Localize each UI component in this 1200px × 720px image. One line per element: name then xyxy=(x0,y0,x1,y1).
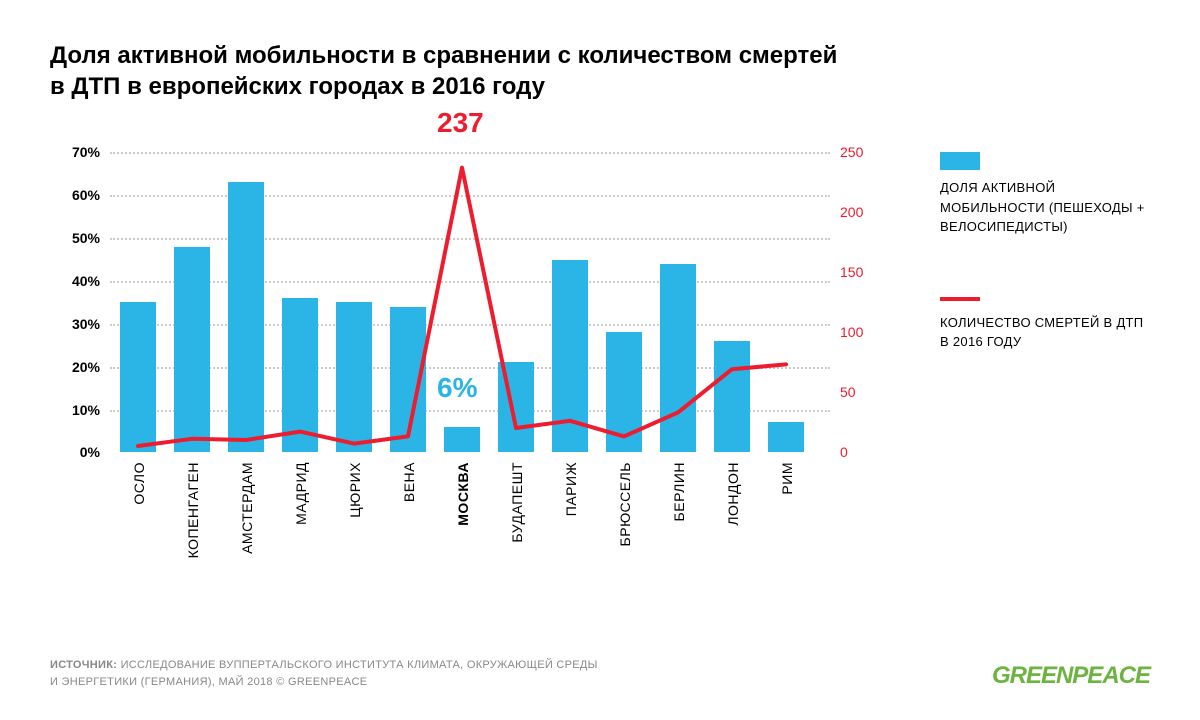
x-category-label: ВЕНА xyxy=(401,462,417,502)
y-right-tick: 250 xyxy=(840,144,880,160)
source-line1: ИССЛЕДОВАНИЕ ВУППЕРТАЛЬСКОГО ИНСТИТУТА К… xyxy=(121,659,598,671)
x-category-label: МОСКВА xyxy=(455,462,471,526)
x-category-label: ОСЛО xyxy=(131,462,147,505)
legend-line-swatch xyxy=(940,297,980,301)
greenpeace-logo: GREENPEACE xyxy=(992,662,1150,690)
title-line1: Доля активной мобильности в сравнении с … xyxy=(50,42,837,69)
line-series xyxy=(110,152,830,452)
x-category-label: АМСТЕРДАМ xyxy=(239,462,255,554)
main-content: 0% 10% 20% 30% 40% 50% 60% 70% 0 50 100 150 200 250 ОС… xyxy=(50,132,1150,562)
y-right-tick: 100 xyxy=(840,324,880,340)
callout-label: 6% xyxy=(437,372,477,404)
y-right-tick: 50 xyxy=(840,384,880,400)
y-left-tick: 0% xyxy=(55,444,100,460)
y-right-tick: 0 xyxy=(840,444,880,460)
x-category-label: МАДРИД xyxy=(293,462,309,525)
x-category-label: БРЮССЕЛЬ xyxy=(617,462,633,546)
legend-bar-swatch xyxy=(940,152,980,170)
source-text: ИСТОЧНИК: ИССЛЕДОВАНИЕ ВУППЕРТАЛЬСКОГО И… xyxy=(50,657,598,690)
legend-line-text: КОЛИЧЕСТВО СМЕРТЕЙ В ДТП В 2016 ГОДУ xyxy=(940,313,1150,352)
x-category-label: ПАРИЖ xyxy=(563,462,579,516)
legend-bar-text: ДОЛЯ АКТИВНОЙ МОБИЛЬНОСТИ (ПЕШЕХОДЫ + ВЕ… xyxy=(940,178,1150,237)
y-left-tick: 70% xyxy=(55,144,100,160)
y-left-tick: 10% xyxy=(55,402,100,418)
x-category-label: БЕРЛИН xyxy=(671,462,687,521)
y-left-tick: 20% xyxy=(55,359,100,375)
x-category-label: КОПЕНГАГЕН xyxy=(185,462,201,558)
x-category-label: ЦЮРИХ xyxy=(347,462,363,518)
footer: ИСТОЧНИК: ИССЛЕДОВАНИЕ ВУППЕРТАЛЬСКОГО И… xyxy=(50,657,1150,690)
plot: 0%10%20%30%40%50%60%70%050100150200250ОС… xyxy=(110,152,830,452)
y-right-tick: 150 xyxy=(840,264,880,280)
chart-area: 0% 10% 20% 30% 40% 50% 60% 70% 0 50 100 150 200 250 ОС… xyxy=(50,132,880,562)
legend-item-line: КОЛИЧЕСТВО СМЕРТЕЙ В ДТП В 2016 ГОДУ xyxy=(940,297,1150,352)
legend: ДОЛЯ АКТИВНОЙ МОБИЛЬНОСТИ (ПЕШЕХОДЫ + ВЕ… xyxy=(940,132,1150,562)
callout-label: 237 xyxy=(437,107,484,139)
y-left-tick: 30% xyxy=(55,316,100,332)
chart-title: Доля активной мобильности в сравнении с … xyxy=(50,40,1150,102)
source-line2: И ЭНЕРГЕТИКИ (ГЕРМАНИЯ), МАЙ 2018 © GREE… xyxy=(50,676,367,688)
y-right-tick: 200 xyxy=(840,204,880,220)
title-line2: в ДТП в европейских городах в 2016 году xyxy=(50,73,545,100)
y-left-tick: 60% xyxy=(55,187,100,203)
legend-item-bar: ДОЛЯ АКТИВНОЙ МОБИЛЬНОСТИ (ПЕШЕХОДЫ + ВЕ… xyxy=(940,152,1150,237)
y-left-tick: 50% xyxy=(55,230,100,246)
x-category-label: РИМ xyxy=(779,462,795,495)
source-label: ИСТОЧНИК: xyxy=(50,659,117,671)
x-category-label: ЛОНДОН xyxy=(725,462,741,526)
y-left-tick: 40% xyxy=(55,273,100,289)
x-category-label: БУДАПЕШТ xyxy=(509,462,525,543)
